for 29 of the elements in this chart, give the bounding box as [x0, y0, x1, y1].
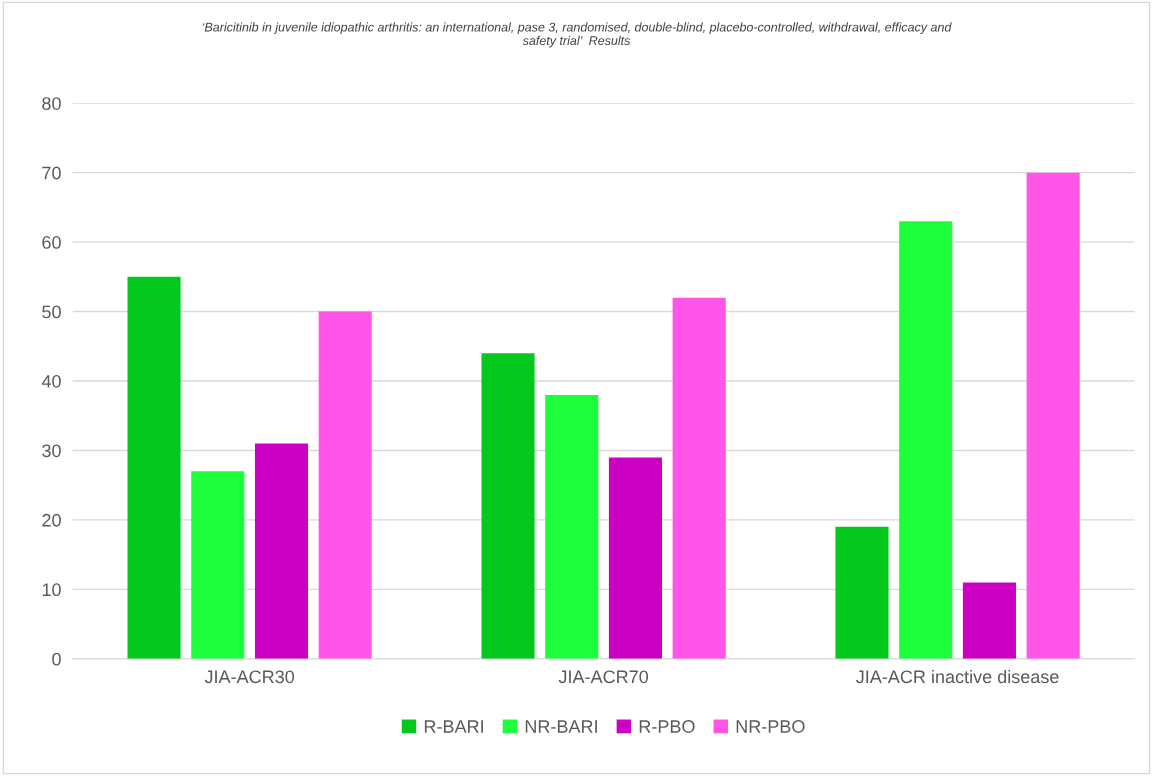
y-tick-label: 60	[42, 236, 61, 249]
bar	[835, 526, 889, 659]
legend-label: NR-PBO	[736, 720, 805, 733]
bar	[254, 443, 309, 659]
bar	[545, 394, 599, 659]
bar	[899, 221, 953, 659]
chart-title: ‘Baricitinib in juvenile idiopathic arthritis: an international, pase 3, randomised, double-blind, placebo-controlled, withdrawal, efficacy and safety trial’ Results	[202, 22, 952, 48]
bar	[1026, 172, 1080, 659]
x-tick-label: JIA-ACR70	[558, 670, 649, 684]
y-tick-label: 20	[42, 513, 61, 527]
y-tick-label: 50	[42, 305, 61, 319]
bar	[608, 457, 662, 659]
y-tick-label: 0	[52, 652, 61, 666]
legend-label: R-BARI	[424, 720, 483, 733]
y-tick-label: 40	[41, 374, 61, 388]
y-tick-label: 70	[42, 166, 61, 180]
y-tick-label: 10	[42, 583, 61, 597]
x-tick-label: JIA-ACR30	[204, 670, 295, 684]
bar	[318, 311, 372, 659]
bar	[672, 297, 726, 659]
bar	[962, 582, 1016, 659]
y-tick-label: 80	[42, 97, 61, 110]
legend-label: NR-BARI	[525, 720, 597, 733]
bar	[481, 353, 535, 659]
y-tick-label: 30	[42, 444, 61, 458]
bar	[127, 276, 181, 659]
x-tick-label: JIA-ACR inactive disease	[856, 669, 1059, 684]
bar	[191, 471, 245, 659]
legend-label: R-PBO	[639, 720, 695, 733]
